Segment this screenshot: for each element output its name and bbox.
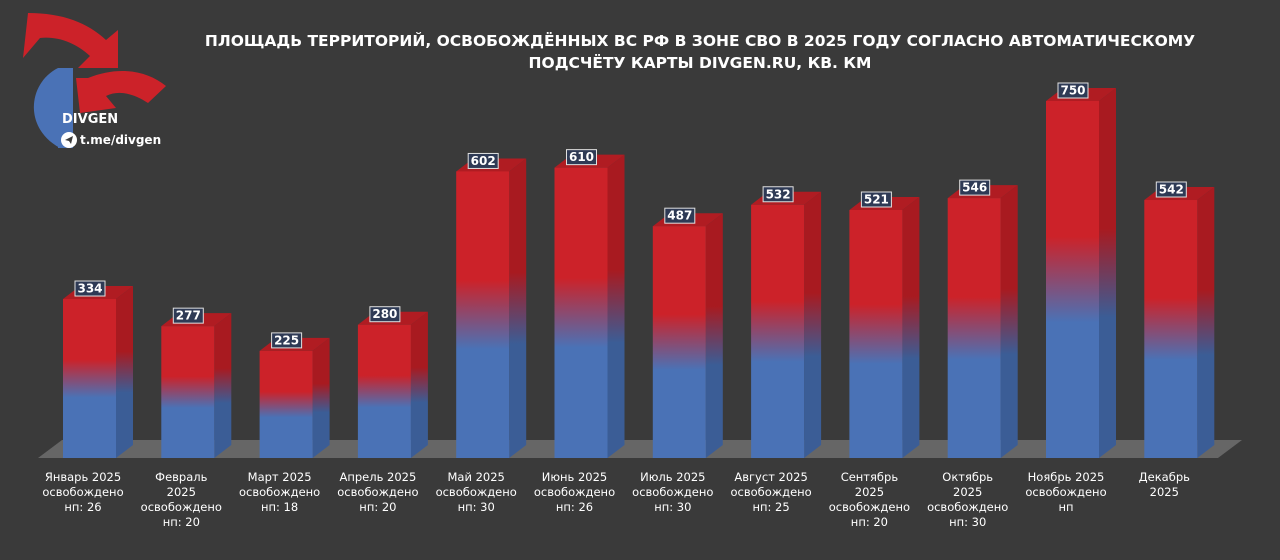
tick-label: Июль 2025 освобождено нп: 30: [632, 470, 713, 514]
bar-side: [509, 158, 527, 458]
bar-side: [1099, 88, 1116, 458]
data-label: 546: [959, 179, 991, 196]
bar-front: [554, 167, 608, 458]
bar-12: 542: [1144, 181, 1215, 458]
data-label: 277: [172, 307, 204, 324]
bar-side: [1197, 187, 1215, 458]
bar-front: [1046, 101, 1099, 458]
bar-7: 487: [652, 207, 723, 458]
tick-label: Ноябрь 2025 освобождено нп: [1025, 470, 1106, 514]
tick-label: Март 2025 освобождено нп: 18: [239, 470, 320, 514]
bar-11: 750: [1046, 82, 1116, 458]
bar-front: [63, 299, 116, 458]
bar-side: [312, 337, 330, 458]
data-label-text: 750: [1060, 84, 1085, 98]
data-label-text: 487: [667, 209, 692, 223]
tick-label: Январь 2025 освобождено нп: 26: [42, 470, 123, 514]
tick-label: Сентябрь 2025 освобождено нп: 20: [829, 470, 910, 529]
bar-side: [116, 286, 133, 458]
brand-link[interactable]: t.me/divgen: [80, 133, 162, 147]
telegram-icon: [61, 132, 77, 148]
data-label: 334: [74, 280, 106, 297]
bar-side: [804, 191, 822, 458]
bar-front: [751, 204, 805, 458]
data-label: 487: [664, 207, 696, 224]
tick-label: Июнь 2025 освобождено нп: 26: [534, 470, 615, 514]
bar-9: 521: [849, 191, 920, 458]
bar-front: [456, 171, 510, 458]
tick-label: Май 2025 освобождено нп: 30: [436, 470, 517, 514]
bar-3: 225: [259, 332, 330, 458]
data-label: 225: [271, 332, 303, 349]
bar-front: [259, 350, 313, 458]
chart-title: ПЛОЩАДЬ ТЕРРИТОРИЙ, ОСВОБОЖДЁННЫХ ВС РФ …: [204, 32, 1196, 72]
bar-8: 532: [751, 186, 822, 458]
tick-label: Декабрь 2025: [1139, 470, 1190, 499]
bar-front: [652, 226, 706, 458]
bar-10: 546: [947, 179, 1018, 458]
data-label-text: 602: [471, 154, 496, 168]
data-label-text: 532: [766, 187, 791, 201]
data-label: 280: [369, 306, 401, 323]
tick-label: Апрель 2025 освобождено нп: 20: [337, 470, 418, 514]
bar-front: [161, 326, 215, 458]
bar-6: 610: [554, 149, 625, 458]
bar-2: 277: [161, 307, 232, 458]
bar-side: [902, 197, 920, 458]
bar-4: 280: [357, 306, 428, 458]
tick-label: Февраль 2025 освобождено нп: 20: [141, 470, 222, 529]
chart-floor: [38, 440, 1242, 458]
bar-front: [1144, 200, 1198, 458]
bar-side: [410, 311, 428, 458]
data-label: 610: [566, 149, 597, 166]
data-label-text: 546: [962, 181, 987, 195]
data-label: 750: [1057, 82, 1089, 99]
data-label: 521: [860, 191, 892, 208]
tick-label: Август 2025 освобождено нп: 25: [730, 470, 811, 514]
bar-side: [705, 213, 723, 458]
tick-label: Октябрь 2025 освобождено нп: 30: [927, 470, 1008, 529]
data-label-text: 277: [176, 309, 201, 323]
bar-1: 334: [63, 280, 133, 458]
bar-side: [214, 313, 232, 458]
brand-name: DIVGEN: [62, 112, 119, 127]
bar-front: [357, 324, 411, 458]
data-label-text: 334: [77, 282, 102, 296]
data-label-text: 280: [372, 307, 397, 321]
data-label: 602: [467, 152, 499, 169]
data-label: 532: [762, 186, 794, 203]
data-label: 542: [1155, 181, 1187, 198]
bar-5: 602: [456, 152, 527, 458]
data-label-text: 225: [274, 333, 299, 347]
data-label-text: 521: [864, 193, 889, 207]
bar-front: [947, 198, 1001, 458]
divgen-logo-icon: [23, 13, 166, 148]
data-label-text: 542: [1159, 183, 1184, 197]
data-label-text: 610: [569, 150, 594, 164]
bar-side: [1000, 185, 1018, 458]
bar-front: [849, 210, 903, 458]
bar-side: [607, 154, 625, 458]
